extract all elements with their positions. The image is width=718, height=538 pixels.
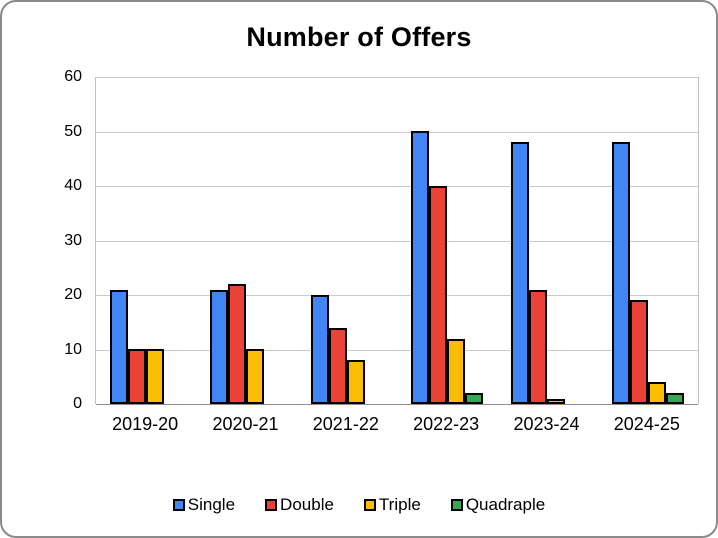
y-axis-tick-label: 60 bbox=[64, 68, 82, 85]
bar-group-2020-21 bbox=[196, 77, 296, 404]
bar-triple-2024-25 bbox=[647, 382, 666, 404]
bar-single-2019-20 bbox=[110, 290, 129, 404]
x-axis-category-label: 2020-21 bbox=[212, 414, 279, 434]
bar-quadraple-2024-25 bbox=[665, 393, 684, 404]
legend-label: Quadraple bbox=[465, 495, 546, 514]
legend-marker-quadraple bbox=[450, 499, 463, 511]
bar-double-2020-21 bbox=[228, 284, 247, 404]
x-axis-category-label: 2024-25 bbox=[613, 414, 680, 434]
legend: Single Double Triple Quadraple bbox=[2, 495, 716, 515]
gridline-60 bbox=[96, 77, 698, 78]
gridline-40 bbox=[96, 186, 698, 187]
bar-single-2022-23 bbox=[411, 131, 430, 404]
bar-single-2024-25 bbox=[611, 142, 630, 404]
legend-marker-triple bbox=[363, 499, 376, 511]
y-axis-tick-label: 0 bbox=[73, 395, 82, 412]
legend-item-quadraple: Quadraple bbox=[450, 495, 546, 515]
bar-group-2019-20 bbox=[96, 77, 196, 404]
bar-triple-2023-24 bbox=[547, 399, 566, 404]
bar-group-2021-22 bbox=[297, 77, 397, 404]
gridline-10 bbox=[96, 349, 698, 351]
bar-triple-2021-22 bbox=[346, 360, 365, 404]
y-axis-tick-label: 30 bbox=[64, 231, 82, 249]
bar-double-2024-25 bbox=[629, 300, 648, 404]
bar-group-2023-24 bbox=[497, 77, 597, 404]
x-axis-category-label: 2019-20 bbox=[112, 414, 179, 434]
bar-double-2023-24 bbox=[529, 290, 548, 404]
bar-group-2022-23 bbox=[397, 77, 497, 404]
legend-label: Triple bbox=[378, 495, 421, 514]
legend-label: Single bbox=[187, 495, 236, 514]
y-axis-tick-label: 20 bbox=[64, 286, 82, 303]
bar-single-2021-22 bbox=[310, 295, 329, 404]
gridline-50 bbox=[96, 131, 698, 133]
y-axis-tick-label: 50 bbox=[64, 122, 82, 140]
y-axis-tick-label: 10 bbox=[64, 340, 82, 358]
legend-item-single: Single bbox=[172, 495, 236, 515]
bar-triple-2020-21 bbox=[246, 349, 265, 404]
chart-title: Number of Offers bbox=[246, 22, 472, 52]
y-axis-tick-label: 40 bbox=[64, 177, 82, 194]
x-axis-category-label: 2023-24 bbox=[513, 414, 580, 434]
legend-marker-double bbox=[265, 499, 278, 511]
bar-quadraple-2022-23 bbox=[465, 393, 484, 404]
bar-double-2019-20 bbox=[128, 349, 147, 404]
bar-double-2022-23 bbox=[429, 186, 448, 404]
bar-double-2021-22 bbox=[328, 328, 347, 404]
legend-item-double: Double bbox=[265, 495, 334, 515]
x-axis: 2019-20 2020-21 2021-22 2022-23 2023-24 2024-… bbox=[2, 414, 716, 436]
gridline-20 bbox=[96, 295, 698, 296]
gridline-30 bbox=[96, 240, 698, 242]
bar-group-2024-25 bbox=[598, 77, 698, 404]
bar-triple-2022-23 bbox=[447, 339, 466, 404]
bar-single-2020-21 bbox=[210, 290, 229, 404]
plot-area bbox=[95, 77, 699, 405]
x-axis-category-label: 2021-22 bbox=[312, 414, 379, 434]
x-axis-line bbox=[96, 404, 698, 405]
legend-label: Double bbox=[280, 495, 334, 514]
x-axis-category-label: 2022-23 bbox=[413, 414, 480, 434]
bar-triple-2019-20 bbox=[146, 349, 165, 404]
legend-marker-single bbox=[172, 499, 185, 511]
bar-single-2023-24 bbox=[511, 142, 530, 404]
legend-item-triple: Triple bbox=[363, 495, 421, 515]
